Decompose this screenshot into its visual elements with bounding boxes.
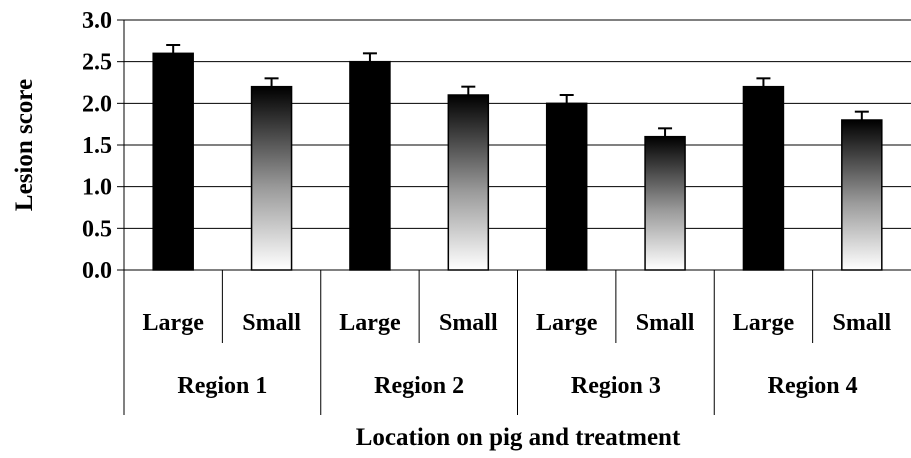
group-label: Region 1 [177,373,267,399]
y-tick-label: 2.5 [82,50,112,76]
gridlines [124,19,911,229]
bar-small [841,119,883,271]
category-label: Small [242,310,301,336]
bars [152,44,883,271]
bar-large [349,60,391,271]
bar-small [644,135,686,271]
y-tick-label: 2.0 [82,91,112,117]
y-tick-label: 3.0 [82,8,112,34]
y-axis-title: Lesion score [11,79,38,211]
group-label: Region 4 [768,373,858,399]
y-tick-label: 0.5 [82,216,112,242]
bar-large [152,52,194,271]
category-label: Small [832,310,891,336]
y-tick-label: 1.0 [82,175,112,201]
y-tick-label: 1.5 [82,133,112,159]
category-label: Large [339,310,401,336]
x-axis-title: Location on pig and treatment [356,424,681,451]
y-tick-label: 0.0 [82,258,112,284]
category-label: Large [143,310,205,336]
bar-large [742,85,785,271]
category-label: Large [536,310,598,336]
axes [117,19,911,415]
bar-large [545,102,588,271]
group-label: Region 3 [571,373,661,399]
bar-small [447,94,490,271]
category-label: Small [439,310,498,336]
group-label: Region 2 [374,373,464,399]
bar-small [250,85,293,271]
labels: 0.0 0.5 1.0 1.5 2.0 2.5 3.0 Large Small Large Smal… [82,8,891,399]
category-label: Large [733,310,795,336]
category-label: Small [636,310,695,336]
